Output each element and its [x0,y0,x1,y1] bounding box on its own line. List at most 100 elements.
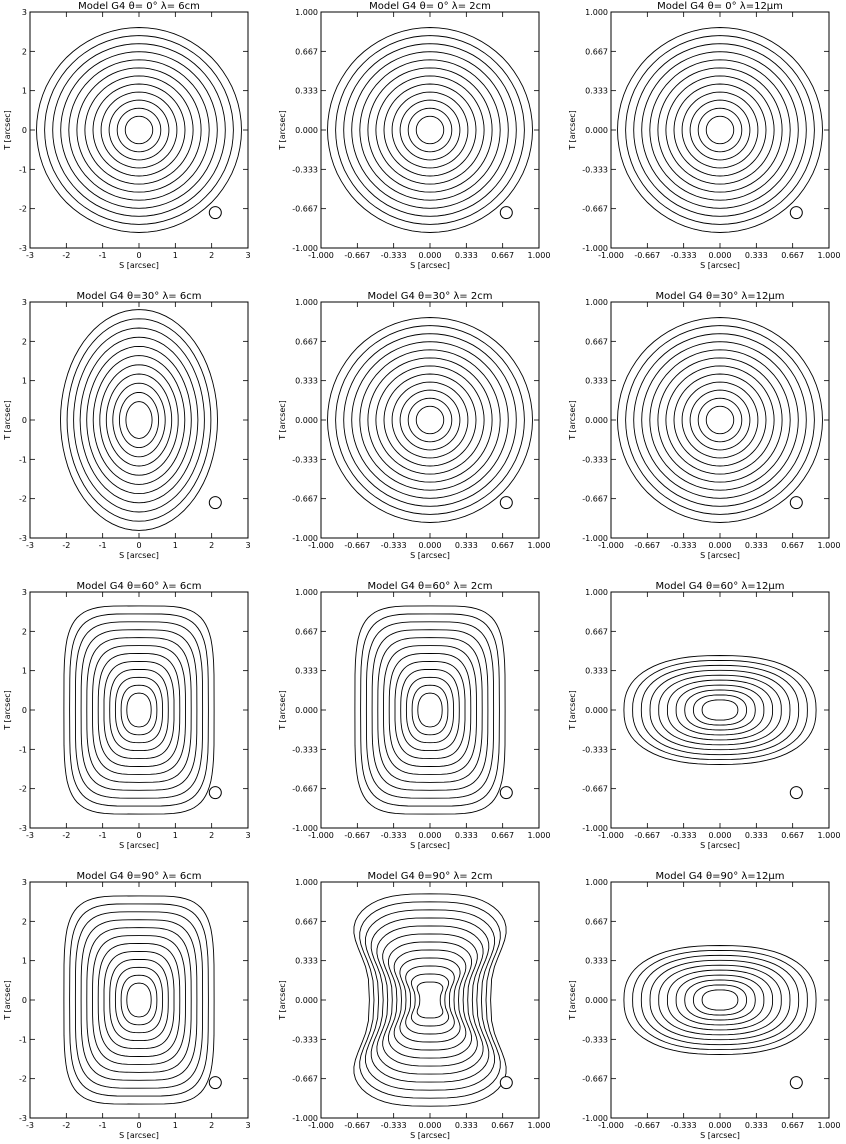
y-tick-label: 0.000 [295,706,318,715]
x-tick-label: 0.333 [745,251,768,260]
panel-5: Model G4 θ=30° λ= 2cm -1.000 -0.667 -0.333 0… [278,291,550,560]
x-tick-label: -0.667 [344,1121,370,1130]
contour-map [63,895,215,1105]
y-tick-label: 2 [22,627,27,636]
x-tick-label: 0.333 [455,541,478,550]
beam-circle [789,786,803,800]
y-axis-label: T [arcsec] [3,110,12,151]
y-tick-label: 0.333 [295,957,318,966]
y-tick-label: 0.667 [295,917,318,926]
contour-level [376,925,484,1075]
y-tick-label: -3 [19,1114,27,1123]
y-tick-label: -1 [19,455,27,464]
contour-level [120,974,158,1026]
panel-title: Model G4 θ=30° λ= 2cm [368,291,493,302]
y-tick-label: -1.000 [582,244,608,253]
y-tick-label: 1.000 [295,588,318,597]
x-tick-label: -1.000 [308,1121,334,1130]
contour-level [74,911,204,1089]
x-tick-label: 0.333 [455,831,478,840]
contour-level [400,668,460,752]
beam-circle [208,1076,222,1090]
x-tick-label: 1.000 [528,541,551,550]
y-tick-label: 1.000 [585,588,608,597]
contour-level [675,684,765,736]
x-tick-label: 0 [136,541,141,550]
contour-level [351,51,509,209]
x-tick-label: -3 [26,251,34,260]
contour-level [658,964,782,1036]
contour-level [109,668,169,752]
x-tick-label: -0.333 [671,1121,697,1130]
y-axis-label: T [arcsec] [3,980,12,1021]
contour-level [63,605,215,815]
x-tick-label: -0.333 [671,541,697,550]
x-tick-label: 1 [173,541,178,550]
contour-level [377,637,483,783]
contour-level [391,381,469,459]
y-tick-label: 0.333 [585,957,608,966]
contour-level [335,35,525,225]
x-tick-label: 1.000 [818,251,841,260]
contour-level [399,957,461,1043]
y-tick-label: -0.667 [292,205,318,214]
x-tick-label: -0.333 [671,251,697,260]
y-tick-label: -0.333 [292,1035,318,1044]
contour-level [641,51,799,209]
beam-circle [208,786,222,800]
contour-level [658,674,782,746]
y-tick-label: -1.000 [292,534,318,543]
y-tick-label: 1.000 [585,878,608,887]
x-tick-label: 1 [173,1121,178,1130]
y-axis-label: T [arcsec] [278,980,287,1021]
contour-level [86,637,192,783]
x-tick-label: 0 [136,831,141,840]
x-tick-label: 0.000 [709,1121,732,1130]
x-tick-label: 0.000 [419,251,442,260]
contour-level [126,692,152,728]
contour-level [365,621,495,799]
contour-level [407,397,453,443]
x-tick-label: 0.333 [745,1121,768,1130]
y-tick-label: -2 [19,785,27,794]
contour-level [103,950,175,1050]
y-tick-label: -0.333 [292,165,318,174]
y-tick-label: -1.000 [292,824,318,833]
contour-level [391,91,469,169]
contour-level [69,903,209,1097]
contour-level [633,333,807,507]
contour-level [327,317,533,523]
y-tick-label: 3 [22,298,27,307]
contour-level [692,984,748,1016]
x-tick-label: 3 [245,831,250,840]
contour-level [417,692,443,728]
x-tick-label: 0.667 [491,831,514,840]
contour-map [36,27,242,233]
contour-level [86,927,192,1073]
y-axis-label: T [arcsec] [278,690,287,731]
x-tick-label: 1.000 [818,1121,841,1130]
x-tick-label: 0.000 [709,541,732,550]
x-tick-label: -1.000 [598,541,624,550]
contour-level [359,59,501,201]
contour-level [405,676,455,744]
y-tick-label: 0.333 [585,87,608,96]
x-tick-label: 0.000 [419,1121,442,1130]
panel-9: Model G4 θ=60° λ=12μm -1.000 -0.667 -0.333 0… [568,581,840,850]
contour-level [36,27,242,233]
x-tick-label: 0.333 [455,1121,478,1130]
y-axis-label: T [arcsec] [568,110,577,151]
x-axis-label: S [arcsec] [119,261,159,270]
contour-level [69,613,209,807]
contour-level [623,945,817,1055]
panel-title: Model G4 θ=30° λ=12μm [655,291,784,302]
contour-level [675,974,765,1026]
x-axis-label: S [arcsec] [119,841,159,850]
contour-level [73,327,205,513]
y-tick-label: 2 [22,337,27,346]
panel-title: Model G4 θ= 0° λ=12μm [657,1,783,12]
contour-level [410,973,450,1027]
y-tick-label: -0.667 [582,1075,608,1084]
panel-title: Model G4 θ=60° λ= 2cm [368,581,493,592]
y-tick-label: -0.667 [582,205,608,214]
